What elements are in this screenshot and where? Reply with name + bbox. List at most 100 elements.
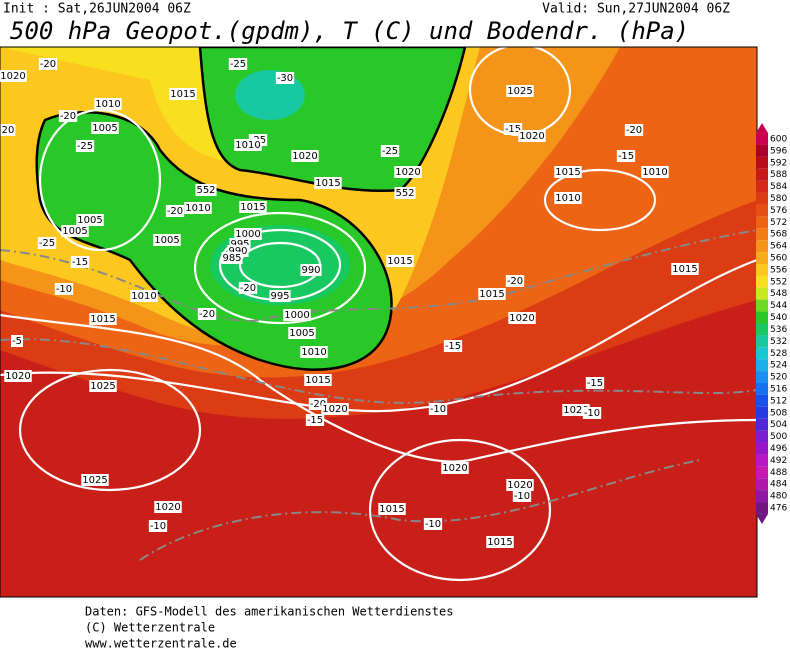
contour-label-text: 1025 bbox=[90, 381, 115, 392]
colorbar-label: 524 bbox=[770, 361, 787, 371]
colorbar-label: 556 bbox=[770, 265, 787, 275]
contour-label-box bbox=[75, 140, 95, 152]
contour-label: -15 bbox=[585, 377, 605, 389]
colorbar-label: 540 bbox=[770, 313, 787, 323]
contour-label-text: -20 bbox=[310, 399, 326, 410]
colorbar-swatch bbox=[756, 359, 768, 372]
colorbar-swatch bbox=[756, 133, 768, 145]
contour-label-text: -10 bbox=[150, 521, 166, 532]
contour-label-text: 1015 bbox=[305, 375, 330, 386]
colorbar-label: 492 bbox=[770, 456, 787, 466]
contour-label-text: 1015 bbox=[90, 314, 115, 325]
contour-label: 1005 bbox=[153, 234, 181, 246]
contour-label: 1025 bbox=[506, 85, 534, 97]
colorbar-label: 484 bbox=[770, 480, 787, 490]
contour-label: 1005 bbox=[91, 122, 119, 134]
contour-label-box bbox=[585, 377, 605, 389]
contour-label: -25 bbox=[75, 140, 95, 152]
colorbar-label: 488 bbox=[770, 468, 787, 478]
contour-label-box bbox=[130, 290, 158, 302]
contour-label: 1015 bbox=[478, 288, 506, 300]
colorbar-label: 516 bbox=[770, 384, 787, 394]
contour-label-text: 990 bbox=[301, 265, 320, 276]
contour-label-box bbox=[154, 501, 182, 513]
contour-label-text: 1015 bbox=[555, 167, 580, 178]
contour-label-text: 1020 bbox=[442, 463, 467, 474]
contour-label: 1010 bbox=[300, 346, 328, 358]
contour-label-box bbox=[89, 313, 117, 325]
contour-label: 1015 bbox=[314, 177, 342, 189]
contour-label: 1020 bbox=[394, 166, 422, 178]
contour-label-text: -20 bbox=[40, 59, 56, 70]
contour-label: 995 bbox=[269, 290, 291, 302]
contour-label-box bbox=[506, 479, 534, 491]
colorbar-label: 528 bbox=[770, 349, 787, 359]
colorbar-swatch bbox=[756, 216, 768, 229]
contour-label-box bbox=[441, 462, 469, 474]
colorbar-swatch bbox=[756, 252, 768, 264]
contour-label-text: 1010 bbox=[235, 140, 260, 151]
contour-label: 1020 bbox=[4, 370, 32, 382]
contour-label-text: -20 bbox=[240, 283, 256, 294]
contour-label-text: 1020 bbox=[0, 71, 25, 82]
contour-label: 1005 bbox=[288, 327, 316, 339]
colorbar-swatch bbox=[756, 311, 768, 324]
contour-label-box bbox=[234, 139, 262, 151]
contour-label-box bbox=[305, 414, 325, 426]
contour-label: -25 bbox=[228, 58, 248, 70]
contour-label-text: 1020 bbox=[5, 371, 30, 382]
colorbar-label: 600 bbox=[770, 135, 787, 145]
contour-label: 1020 bbox=[321, 403, 349, 415]
contour-label: 1010 bbox=[184, 202, 212, 214]
colorbar-swatch bbox=[756, 502, 768, 514]
contour-label-text: 1015 bbox=[240, 202, 265, 213]
map-title: 500 hPa Geopot.(gpdm), T (C) und Bodendr… bbox=[10, 17, 689, 45]
map bbox=[0, 47, 757, 597]
contour-label-text: 985 bbox=[222, 253, 241, 264]
contour-label-text: -20 bbox=[199, 309, 215, 320]
contour-label-box bbox=[641, 166, 669, 178]
contour-label: 1015 bbox=[386, 255, 414, 267]
colorbar-label: 588 bbox=[770, 170, 787, 180]
contour-label-box bbox=[11, 335, 23, 347]
contour-label-box bbox=[508, 312, 536, 324]
contour-label: 1015 bbox=[486, 536, 514, 548]
contour-label: -25 bbox=[37, 237, 57, 249]
contour-label-box bbox=[300, 264, 322, 276]
contour-label-text: -10 bbox=[56, 284, 72, 295]
colorbar-label: 504 bbox=[770, 420, 787, 430]
contour-label-box bbox=[148, 520, 168, 532]
contour-labels: 1020-20-25-3010151010-201005-25-25101010… bbox=[0, 58, 699, 548]
contour-label-box bbox=[505, 275, 525, 287]
colorbar-swatch bbox=[756, 490, 768, 503]
contour-label: -20 bbox=[197, 308, 217, 320]
contour-label: 1020 bbox=[291, 150, 319, 162]
contour-label-text: -10 bbox=[584, 408, 600, 419]
colorbar-label: 544 bbox=[770, 301, 787, 311]
colorbar-label: 508 bbox=[770, 408, 787, 418]
contour-label: -15 bbox=[503, 123, 523, 135]
contour-label-text: 1020 bbox=[292, 151, 317, 162]
colorbar-swatch bbox=[756, 180, 768, 193]
contour-label-box bbox=[58, 110, 78, 122]
colorbar-swatch bbox=[756, 228, 768, 241]
contour-label: -10 bbox=[512, 490, 532, 502]
contour-label-box bbox=[443, 340, 463, 352]
contour-label-box bbox=[378, 503, 406, 515]
contour-label-text: 1020 bbox=[519, 131, 544, 142]
colorbar-label: 560 bbox=[770, 254, 787, 264]
contour-label: -10 bbox=[423, 518, 443, 530]
colorbar-swatch bbox=[756, 204, 768, 217]
contour-label-text: -15 bbox=[72, 257, 88, 268]
footer-line: (C) Wetterzentrale bbox=[85, 621, 215, 635]
contour-label-box bbox=[269, 290, 291, 302]
contour-label-text: 995 bbox=[230, 239, 249, 250]
contour-label-box bbox=[238, 282, 258, 294]
colorbar-label: 480 bbox=[770, 492, 787, 502]
contour-label: -10 bbox=[54, 283, 74, 295]
contour-label-box bbox=[314, 177, 342, 189]
colorbar-label: 496 bbox=[770, 444, 787, 454]
colorbar-swatch bbox=[756, 418, 768, 431]
contour-label-text: 1010 bbox=[131, 291, 156, 302]
contour-label-text: -20 bbox=[60, 111, 76, 122]
